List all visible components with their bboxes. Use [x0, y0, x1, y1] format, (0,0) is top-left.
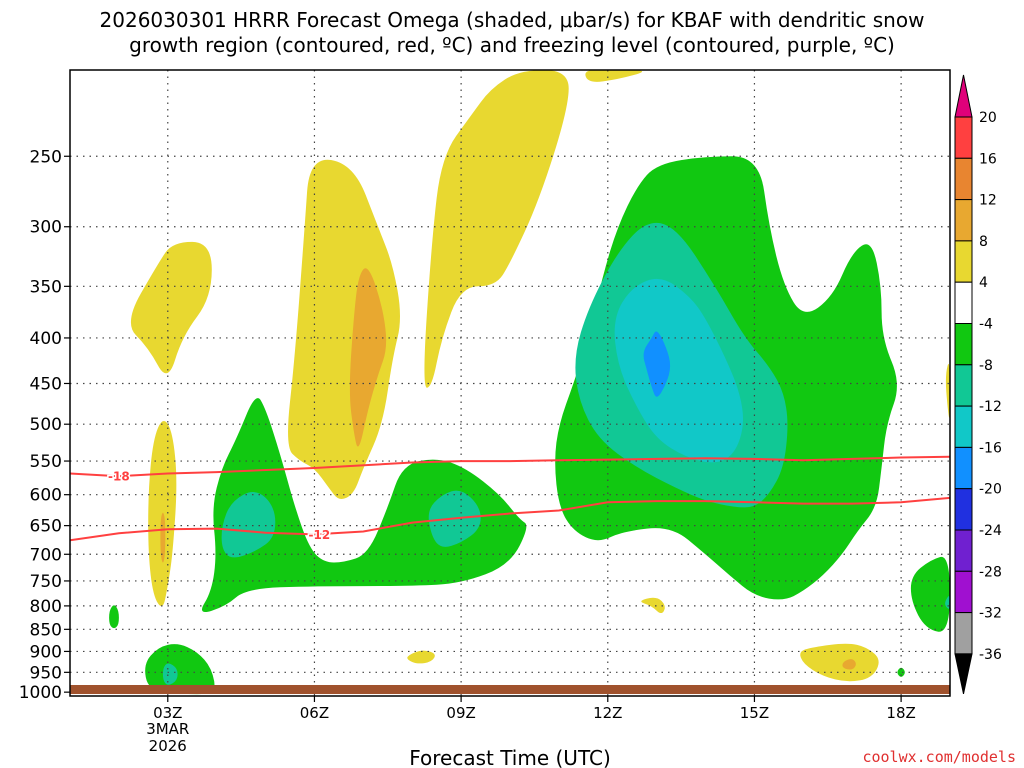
omega-cyan-patch — [614, 278, 744, 463]
omega-yellow-patch — [130, 241, 212, 374]
chart-title-line-2: growth region (contoured, red, ºC) and f… — [129, 33, 895, 57]
omega-green-patch — [897, 667, 905, 677]
omega-orange-patch — [160, 512, 166, 563]
x-tick-label: 06Z — [300, 704, 329, 722]
x-tick-year: 2026 — [149, 737, 187, 755]
y-tick-label: 850 — [30, 620, 62, 640]
y-tick-label: 400 — [30, 329, 62, 349]
y-tick-label: 500 — [30, 415, 62, 435]
colorbar-label: 4 — [979, 275, 988, 291]
omega-yellow-patch — [288, 159, 400, 499]
x-tick-date: 3MAR — [146, 720, 189, 738]
grid-lines — [70, 70, 950, 696]
y-tick-label: 350 — [30, 277, 62, 297]
colorbar-label: -36 — [979, 647, 1002, 663]
x-tick-label: 18Z — [886, 704, 915, 722]
y-tick-label: 700 — [30, 545, 62, 565]
omega-yellow-patch — [585, 70, 643, 82]
omega-orange-patch — [349, 268, 387, 447]
colorbar-swatch — [954, 446, 973, 490]
chart-title-line-1: 2026030301 HRRR Forecast Omega (shaded, … — [99, 8, 925, 32]
credit-text: coolwx.com/models — [862, 748, 1016, 766]
colorbar-swatch — [954, 612, 973, 655]
contour-label: -12 — [308, 528, 330, 542]
y-tick-label: 650 — [30, 517, 62, 537]
contour-label: -18 — [108, 470, 130, 484]
omega-yellow-patch — [424, 70, 569, 388]
colorbar-label: 12 — [979, 193, 997, 209]
x-tick-label: 09Z — [446, 704, 475, 722]
x-axis-title: Forecast Time (UTC) — [409, 746, 611, 768]
colorbar-bottom-arrow — [954, 653, 973, 695]
y-tick-label: 950 — [30, 663, 62, 683]
omega-green-patch — [910, 556, 950, 632]
colorbar-label: -16 — [979, 440, 1002, 456]
y-tick-label: 250 — [30, 147, 62, 167]
y-tick-label: 600 — [30, 486, 62, 506]
omega-teal-patch — [221, 492, 276, 558]
colorbar-label: -24 — [979, 523, 1002, 539]
colorbar-label: 20 — [979, 110, 997, 126]
y-tick-label: 800 — [30, 597, 62, 617]
dendritic-growth-contour-minus18 — [70, 455, 950, 478]
omega-orange-patch — [842, 659, 856, 670]
omega-shaded-fields — [109, 70, 950, 695]
ground-bar — [70, 685, 950, 694]
colorbar-top-arrow — [954, 74, 973, 118]
dendritic-growth-contour-minus12 — [70, 496, 950, 542]
colorbar-label: -32 — [979, 606, 1002, 622]
omega-yellow-patch — [407, 650, 435, 664]
omega-green-patch — [109, 605, 119, 629]
y-tick-label: 1000 — [19, 683, 62, 703]
omega-yellow-patch — [945, 363, 950, 418]
colorbar-label: -20 — [979, 482, 1002, 498]
omega-green-patch — [145, 644, 215, 695]
colorbar-swatch — [954, 488, 973, 531]
y-tick-label: 550 — [30, 452, 62, 472]
x-tick-label: 15Z — [740, 704, 769, 722]
colorbar-label: -28 — [979, 564, 1002, 580]
omega-yellow-patch — [641, 597, 665, 614]
y-tick-label: 450 — [30, 374, 62, 394]
red-contours: -18 -12 — [70, 455, 950, 543]
colorbar-swatch — [954, 405, 973, 448]
colorbar-label: 16 — [979, 151, 997, 167]
colorbar-swatch — [954, 281, 973, 325]
omega-teal-patch — [162, 663, 178, 685]
colorbar-swatch — [954, 323, 973, 366]
colorbar-label: -12 — [979, 399, 1002, 415]
colorbar-swatch — [954, 529, 973, 572]
y-axis: 2503003504004505005506006507007508008509… — [19, 147, 70, 703]
y-tick-label: 900 — [30, 642, 62, 662]
x-tick-label: 03Z — [153, 704, 182, 722]
colorbar: 20 16 12 8 4 -4 -8 -12 -16 -20 -24 -28 -32 -36 — [954, 74, 1002, 695]
y-tick-label: 300 — [30, 218, 62, 238]
colorbar-swatch — [954, 364, 973, 407]
y-tick-label: 750 — [30, 572, 62, 592]
x-tick-label: 12Z — [593, 704, 622, 722]
colorbar-label: -8 — [979, 358, 993, 374]
colorbar-swatch — [954, 240, 973, 283]
omega-yellow-patch — [800, 643, 879, 682]
colorbar-swatch — [954, 116, 973, 159]
colorbar-swatch — [954, 157, 973, 201]
colorbar-swatch — [954, 570, 973, 614]
colorbar-swatch — [954, 199, 973, 242]
colorbar-label: 8 — [979, 234, 988, 250]
colorbar-label: -4 — [979, 317, 993, 333]
omega-green-patch — [201, 398, 527, 613]
omega-blue-patch — [643, 331, 671, 397]
